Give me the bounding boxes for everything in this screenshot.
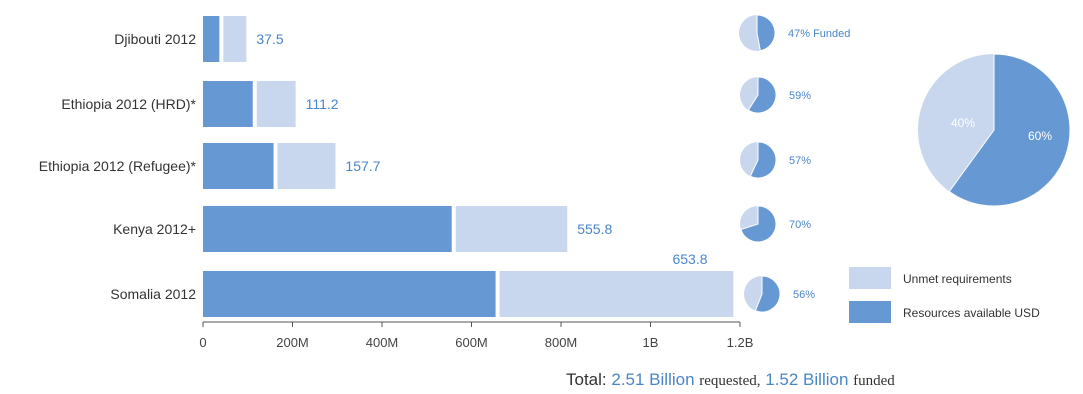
- overall-pie-funded-slice: [948, 53, 1071, 207]
- funded-percent-label: 56%: [793, 289, 815, 301]
- mini-pie-funded-slice: [754, 275, 781, 313]
- funded-percent-label: 70%: [789, 219, 811, 231]
- category-label: Djibouti 2012: [114, 31, 196, 47]
- overall-unmet-label: 40%: [951, 116, 975, 130]
- x-tick-label: 600M: [455, 335, 488, 350]
- bar-resources: [203, 206, 452, 252]
- total-requested-word: requested,: [699, 373, 761, 389]
- bar-unmet: [277, 143, 336, 189]
- x-tick-label: 0: [199, 335, 206, 350]
- category-label: Ethiopia 2012 (Refugee)*: [39, 158, 197, 174]
- mini-pie-funded-slice: [756, 14, 776, 52]
- category-label: Somalia 2012: [110, 286, 196, 302]
- bar-unmet: [256, 81, 296, 127]
- value-label: 157.7: [345, 158, 380, 174]
- total-funded-amount: 1.52 Billion: [765, 370, 849, 389]
- bar-resources: [203, 81, 253, 127]
- bar-resources: [203, 271, 496, 317]
- funded-percent-label: 57%: [789, 155, 811, 167]
- bar-resources: [203, 16, 220, 62]
- funded-pies: 47% Funded 59% 57% 70% 56%: [739, 14, 850, 313]
- mini-pie-funded-slice: [749, 141, 777, 179]
- x-tick-label: 200M: [276, 335, 309, 350]
- overall-pie: 60% 40%: [918, 53, 1071, 207]
- total-requested-amount: 2.51 Billion: [611, 370, 695, 389]
- legend: Unmet requirements Resources available U…: [849, 267, 1040, 323]
- funded-percent-label: 59%: [789, 90, 811, 102]
- bar-group: Djibouti 2012 37.5 Ethiopia 2012 (HRD)* 111…: [39, 16, 734, 317]
- bar-unmet: [223, 16, 247, 62]
- category-label: Ethiopia 2012 (HRD)*: [61, 96, 196, 112]
- overall-funded-label: 60%: [1028, 129, 1052, 143]
- bar-resources: [203, 143, 274, 189]
- bar-unmet: [455, 206, 568, 252]
- x-axis: 0 200M 400M 600M 800M 1B 1.2B: [199, 321, 754, 350]
- legend-swatch-resources: [849, 301, 891, 323]
- total-prefix: Total:: [566, 370, 607, 389]
- value-label: 111.2: [306, 96, 339, 112]
- mini-pie-funded-slice: [747, 76, 777, 114]
- x-tick-label: 1.2B: [727, 335, 754, 350]
- funded-percent-label: 47% Funded: [788, 28, 850, 40]
- legend-label-resources: Resources available USD: [903, 306, 1040, 320]
- total-funded-word: funded: [853, 373, 895, 389]
- legend-label-unmet: Unmet requirements: [903, 272, 1012, 286]
- total-summary: Total: 2.51 Billion requested, 1.52 Bill…: [566, 370, 895, 390]
- bar-unmet: [499, 271, 734, 317]
- value-label: 37.5: [256, 31, 283, 47]
- x-tick-label: 800M: [545, 335, 578, 350]
- mini-pie-funded-slice: [740, 205, 777, 243]
- x-tick-label: 1B: [643, 335, 659, 350]
- legend-swatch-unmet: [849, 267, 891, 289]
- x-tick-label: 400M: [366, 335, 399, 350]
- value-label: 555.8: [577, 221, 612, 237]
- category-label: Kenya 2012+: [113, 221, 196, 237]
- value-label: 653.8: [672, 251, 707, 267]
